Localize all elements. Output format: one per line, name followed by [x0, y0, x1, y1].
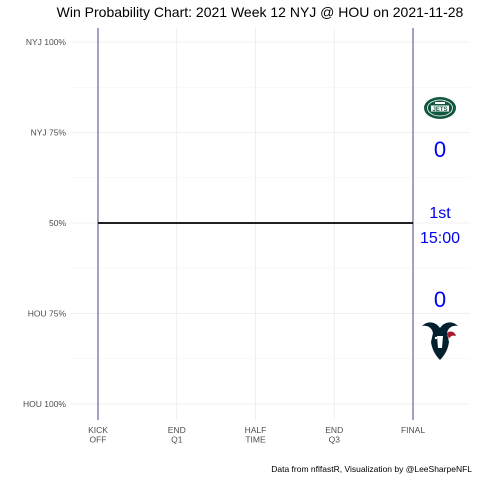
texans-logo-icon — [422, 322, 458, 360]
y-tick-label: HOU 75% — [28, 309, 67, 319]
x-axis-ticks: KICK OFF END Q1 HALF TIME END Q3 FINAL — [88, 425, 425, 445]
x-tick-label: END Q3 — [325, 425, 343, 445]
chart-caption: Data from nflfastR, Visualization by @Le… — [271, 464, 472, 474]
game-time: 15:00 — [420, 230, 460, 247]
x-tick-label: HALF TIME — [245, 425, 267, 445]
y-axis-ticks: NYJ 100% NYJ 75% 50% HOU 75% HOU 100% — [23, 37, 66, 409]
y-tick-label: NYJ 75% — [31, 128, 67, 138]
svg-text:JETS: JETS — [432, 107, 447, 113]
y-tick-label: 50% — [49, 218, 66, 228]
x-tick-label: KICK OFF — [88, 425, 108, 445]
away-score: 0 — [434, 137, 446, 162]
game-boundary-lines — [97, 28, 414, 420]
y-tick-label: HOU 100% — [23, 399, 66, 409]
y-tick-label: NYJ 100% — [26, 37, 67, 47]
game-quarter: 1st — [429, 205, 451, 222]
home-score: 0 — [434, 287, 446, 312]
x-tick-label: END Q1 — [168, 425, 186, 445]
jets-logo-icon: JETS — [424, 97, 456, 119]
grid-lines — [70, 28, 470, 420]
chart-title: Win Probability Chart: 2021 Week 12 NYJ … — [57, 4, 464, 20]
x-tick-label: FINAL — [401, 425, 425, 435]
